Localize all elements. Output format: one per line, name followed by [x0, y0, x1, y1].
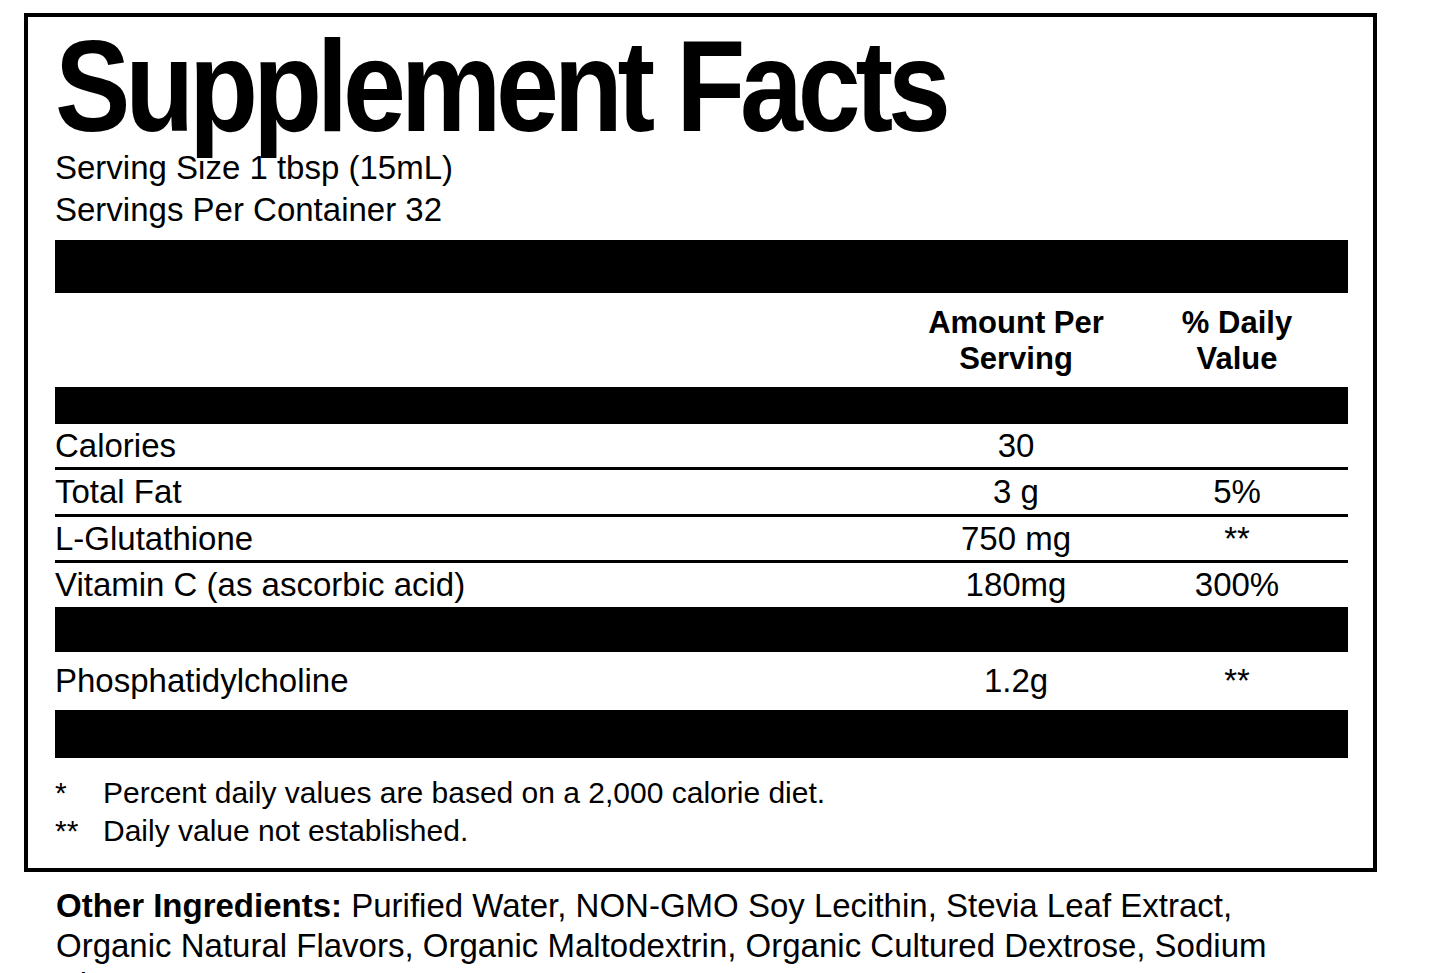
supplement-facts-panel: Supplement Facts Serving Size 1 tbsp (15…: [24, 13, 1377, 872]
footnote-not-established: ** Daily value not established.: [55, 812, 1348, 850]
footnote-marker: **: [55, 812, 103, 850]
table-header-row: Amount Per Serving % Daily Value: [55, 293, 1348, 386]
table-row: Phosphatidylcholine 1.2g **: [55, 652, 1348, 710]
footnote-daily-values: * Percent daily values are based on a 2,…: [55, 774, 1348, 812]
nutrient-amount: 3 g: [906, 472, 1126, 512]
separator-bar-header: [55, 387, 1348, 424]
table-row: Calories 30: [55, 424, 1348, 471]
nutrient-daily-value: 5%: [1126, 472, 1348, 512]
separator-bar-thick-top: [55, 240, 1348, 293]
table-row: L-Glutathione 750 mg **: [55, 517, 1348, 564]
separator-bar-mid: [55, 607, 1348, 652]
footnotes: * Percent daily values are based on a 2,…: [55, 774, 1348, 850]
nutrient-name: Phosphatidylcholine: [55, 661, 906, 701]
header-percent-daily-value: % Daily Value: [1126, 305, 1348, 376]
footnote-text: Percent daily values are based on a 2,00…: [103, 774, 1348, 812]
panel-content: Supplement Facts Serving Size 1 tbsp (15…: [28, 17, 1373, 868]
table-row: Total Fat 3 g 5%: [55, 470, 1348, 517]
servings-per-container-line: Servings Per Container 32: [55, 189, 1348, 232]
nutrient-amount: 180mg: [906, 565, 1126, 605]
nutrient-name: Vitamin C (as ascorbic acid): [55, 565, 906, 605]
footnote-marker: *: [55, 774, 103, 812]
nutrient-amount: 1.2g: [906, 661, 1126, 701]
nutrient-name: L-Glutathione: [55, 519, 906, 559]
nutrient-name: Total Fat: [55, 472, 906, 512]
table-row: Vitamin C (as ascorbic acid) 180mg 300%: [55, 563, 1348, 607]
footnote-text: Daily value not established.: [103, 812, 1348, 850]
nutrient-daily-value: **: [1126, 519, 1348, 559]
nutrient-amount: 30: [906, 426, 1126, 466]
other-ingredients-paragraph: Other Ingredients: Purified Water, NON-G…: [56, 886, 1356, 973]
panel-title: Supplement Facts: [55, 27, 1180, 147]
nutrient-daily-value: **: [1126, 661, 1348, 701]
other-ingredients-label: Other Ingredients:: [56, 887, 342, 924]
nutrient-name: Calories: [55, 426, 906, 466]
nutrient-amount: 750 mg: [906, 519, 1126, 559]
nutrient-daily-value: 300%: [1126, 565, 1348, 605]
header-amount-per-serving: Amount Per Serving: [906, 305, 1126, 376]
separator-bar-bottom: [55, 710, 1348, 758]
